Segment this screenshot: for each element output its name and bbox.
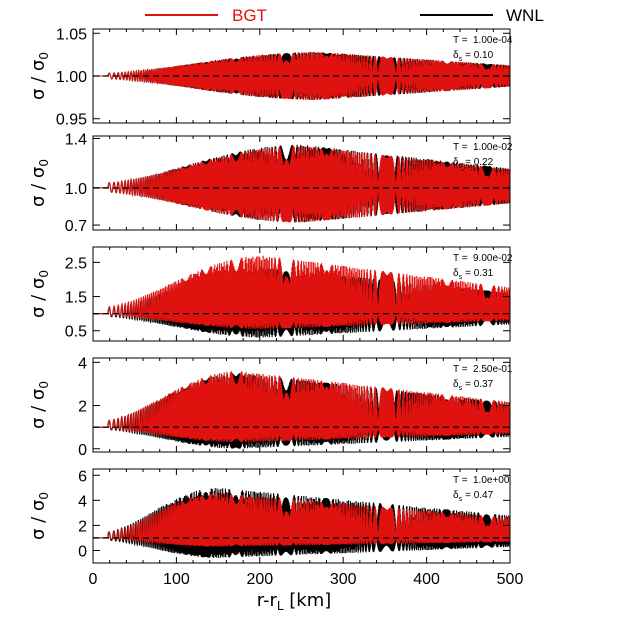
x-tick-label: 300 <box>330 571 357 588</box>
series-line-bgt <box>93 52 510 100</box>
legend-label-bgt: BGT <box>232 6 267 25</box>
y-tick-label: 0.95 <box>56 112 87 129</box>
delta-label: δs = 0.47 <box>453 490 494 503</box>
panel-annotation: T = 1.00e-04 δs = 0.10 <box>453 35 513 63</box>
delta-symbol: δ <box>453 490 459 501</box>
delta-label: δs = 0.10 <box>453 50 494 63</box>
delta-value: = 0.10 <box>465 50 494 61</box>
temperature-value: 1.0e+00 <box>473 475 510 486</box>
delta-subscript: s <box>459 496 463 503</box>
y-tick-label: 2 <box>78 518 87 535</box>
x-tick-label: 100 <box>163 571 190 588</box>
panel-3: 0.5 1.5 2.5 σ / σ0 T = 9.00e-02 δs = 0.31 <box>28 246 513 342</box>
delta-value: = 0.47 <box>465 490 494 501</box>
y-axis-title: σ / σ0 <box>28 270 51 318</box>
delta-subscript: s <box>459 274 463 281</box>
x-tick-label: 200 <box>246 571 273 588</box>
delta-value: = 0.22 <box>465 157 494 168</box>
y-tick-label: 6 <box>78 468 87 485</box>
temperature-value: 9.00e-02 <box>473 253 513 264</box>
legend: BGT WNL <box>145 6 544 25</box>
temperature-label: T = <box>453 253 468 264</box>
legend-label-wnl: WNL <box>506 6 544 25</box>
delta-symbol: δ <box>453 157 459 168</box>
y-axis-title-main: σ / σ <box>28 389 49 429</box>
y-tick-label: 1.0 <box>65 181 87 198</box>
panel-1: 0.95 1.00 1.05 σ / σ0 T = 1.00e-04 δs = 0.10 <box>28 26 513 128</box>
panel-annotation: T = 1.00e-02 δs = 0.22 <box>453 142 513 170</box>
y-tick-label: 0.7 <box>65 218 87 235</box>
y-tick-label: 1.5 <box>65 290 87 307</box>
delta-symbol: δ <box>453 268 459 279</box>
delta-label: δs = 0.31 <box>453 268 494 281</box>
y-axis-title-main: σ / σ <box>28 167 49 207</box>
panel-frame <box>92 357 511 453</box>
panel-frame <box>92 135 511 231</box>
y-axis-title-sub: 0 <box>37 52 51 60</box>
delta-label: δs = 0.37 <box>453 379 494 392</box>
y-axis-title-main: σ / σ <box>28 278 49 318</box>
y-axis-title-sub: 0 <box>37 381 51 389</box>
x-axis-title: r-rL [km] <box>257 590 332 613</box>
y-tick-label: 2 <box>78 399 87 416</box>
y-axis-title: σ / σ0 <box>28 52 51 100</box>
delta-subscript: s <box>459 56 463 63</box>
y-axis-title: σ / σ0 <box>28 492 51 540</box>
series-line-bgt <box>93 255 510 329</box>
x-tick-labels: 0 100 200 300 400 500 <box>89 571 524 588</box>
delta-subscript: s <box>459 385 463 392</box>
temperature-label: T = <box>453 364 468 375</box>
panel-2: 0.7 1.0 1.4 σ / σ0 T = 1.00e-02 δs = 0.22 <box>28 131 513 235</box>
y-tick-label: 4 <box>78 355 87 372</box>
temperature-label: T = <box>453 142 468 153</box>
y-tick-label: 0 <box>78 442 87 459</box>
x-tick-label: 0 <box>89 571 98 588</box>
y-axis-title-main: σ / σ <box>28 500 49 540</box>
series-line-bgt <box>93 371 510 443</box>
panel-frame <box>92 468 511 564</box>
delta-subscript: s <box>459 163 463 170</box>
temperature-label: T = <box>453 475 468 486</box>
y-axis-title: σ / σ0 <box>28 159 51 207</box>
y-axis-title-sub: 0 <box>37 492 51 500</box>
temperature-value: 1.00e-02 <box>473 142 513 153</box>
temperature-value: 2.50e-01 <box>473 364 513 375</box>
y-axis-title: σ / σ0 <box>28 381 51 429</box>
panel-annotation: T = 1.0e+00 δs = 0.47 <box>453 475 510 503</box>
y-tick-label: 2.5 <box>65 255 87 272</box>
delta-value: = 0.31 <box>465 268 494 279</box>
temperature-value: 1.00e-04 <box>473 35 513 46</box>
delta-label: δs = 0.22 <box>453 157 494 170</box>
x-tick-label: 400 <box>413 571 440 588</box>
y-tick-label: 0.5 <box>65 324 87 341</box>
x-axis-title-unit: [km] <box>284 590 332 611</box>
temperature-label: T = <box>453 35 468 46</box>
y-tick-label: 1.00 <box>56 69 87 86</box>
y-axis-title-sub: 0 <box>37 270 51 278</box>
x-axis-title-sub: L <box>277 599 284 613</box>
y-axis-title-sub: 0 <box>37 159 51 167</box>
y-tick-label: 0 <box>78 543 87 560</box>
x-tick-label: 500 <box>497 571 524 588</box>
series-line-bgt <box>93 146 510 223</box>
panel-annotation: T = 2.50e-01 δs = 0.37 <box>453 364 513 392</box>
y-tick-label: 4 <box>78 493 87 510</box>
panel-frame <box>92 246 511 342</box>
panel-annotation: T = 9.00e-02 δs = 0.31 <box>453 253 513 281</box>
series-line-bgt <box>93 492 510 547</box>
delta-value: = 0.37 <box>465 379 494 390</box>
delta-symbol: δ <box>453 50 459 61</box>
delta-symbol: δ <box>453 379 459 390</box>
x-axis-title-main: r-r <box>257 590 278 611</box>
y-tick-label: 1.4 <box>65 131 87 148</box>
y-tick-label: 1.05 <box>56 26 87 43</box>
y-axis-title-main: σ / σ <box>28 60 49 100</box>
